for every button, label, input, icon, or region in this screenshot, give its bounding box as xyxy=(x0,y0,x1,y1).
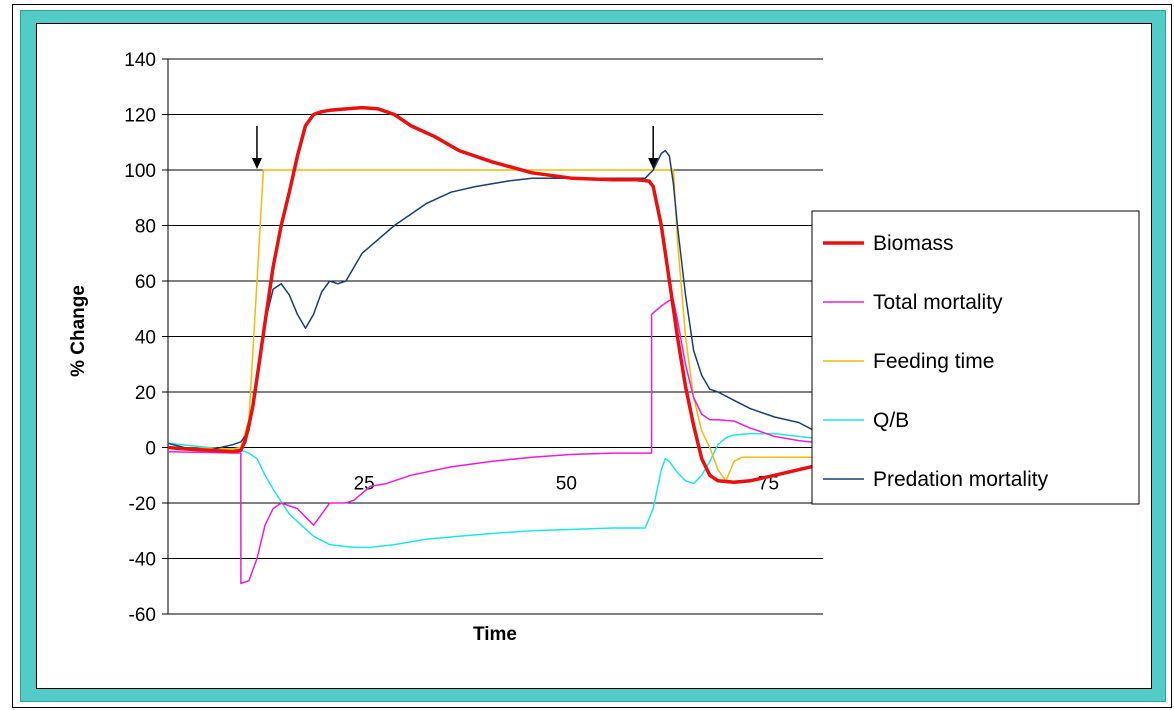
arrow-marker xyxy=(648,126,659,169)
x-tick-labels: 25 50 75 xyxy=(354,474,779,495)
y-tick-label: 20 xyxy=(135,383,156,404)
series-lines xyxy=(167,105,824,585)
y-tick-label: 40 xyxy=(135,328,156,349)
legend-item: Q/B xyxy=(823,409,909,432)
chart-area: 140 120 100 80 60 40 20 0 -20 -40 -60 25 50 75 % Cha… xyxy=(36,23,1152,689)
y-tick-label: -40 xyxy=(129,550,156,571)
legend: Biomass Total mortality Feeding time Q/B Pre… xyxy=(811,210,1140,505)
legend-item: Feeding time xyxy=(823,350,994,373)
x-axis-title: Time xyxy=(473,624,517,645)
series-line-total-mortality xyxy=(167,299,824,585)
legend-label: Biomass xyxy=(873,232,954,255)
legend-label: Q/B xyxy=(873,409,909,432)
series-line-predation-mortality xyxy=(167,149,824,452)
arrow-marker xyxy=(251,126,262,169)
series-line-q-b xyxy=(167,432,824,549)
legend-label: Predation mortality xyxy=(873,468,1049,491)
y-tick-label: -20 xyxy=(129,494,156,515)
x-tick-label: 50 xyxy=(556,474,577,495)
legend-box xyxy=(811,210,1140,505)
legend-item: Predation mortality xyxy=(823,468,1049,491)
arrow-markers xyxy=(251,126,659,169)
y-tick-label: -60 xyxy=(129,605,156,626)
y-tick-labels: 140 120 100 80 60 40 20 0 -20 -40 -60 xyxy=(124,50,156,626)
x-tick-label: 25 xyxy=(354,474,375,495)
y-tick-label: 100 xyxy=(124,161,156,182)
legend-label: Total mortality xyxy=(873,291,1003,314)
gridlines xyxy=(162,58,823,615)
y-tick-label: 120 xyxy=(124,106,156,127)
y-axis-title: % Change xyxy=(68,285,89,377)
legend-item: Total mortality xyxy=(823,291,1003,314)
y-tick-label: 60 xyxy=(135,272,156,293)
y-tick-label: 0 xyxy=(145,439,156,460)
series-line-biomass xyxy=(167,105,824,484)
legend-label: Feeding time xyxy=(873,350,994,373)
y-tick-label: 140 xyxy=(124,50,156,71)
y-tick-label: 80 xyxy=(135,217,156,238)
legend-item: Biomass xyxy=(823,232,954,255)
series-line-feeding-time xyxy=(167,169,823,482)
